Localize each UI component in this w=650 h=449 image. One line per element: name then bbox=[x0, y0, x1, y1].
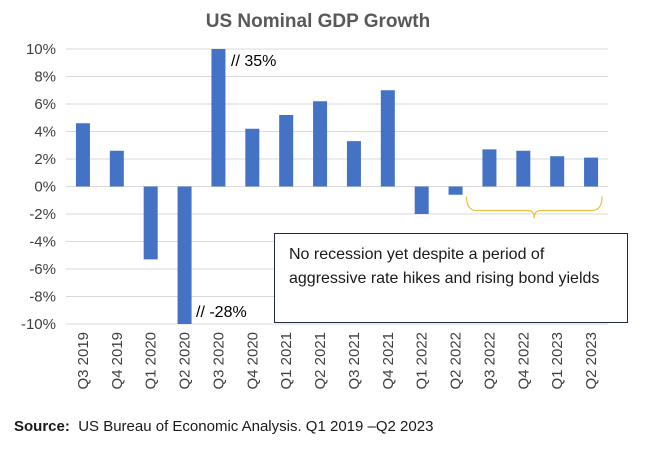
bar bbox=[75, 123, 90, 187]
bar bbox=[143, 186, 158, 260]
x-tick-label: Q4 2020 bbox=[244, 332, 261, 390]
source-text: US Bureau of Economic Analysis. Q1 2019 … bbox=[78, 418, 434, 435]
x-tick-label: Q1 2023 bbox=[549, 332, 566, 390]
y-tick-label: -4% bbox=[29, 234, 56, 251]
bar bbox=[380, 90, 395, 187]
bar bbox=[448, 186, 463, 195]
y-tick-label: 2% bbox=[34, 151, 56, 168]
bar bbox=[584, 157, 599, 187]
bar bbox=[211, 49, 226, 187]
bar bbox=[414, 186, 429, 214]
x-tick-label: Q2 2021 bbox=[312, 332, 329, 390]
bar bbox=[516, 150, 531, 187]
annotation-low: // -28% bbox=[196, 304, 247, 321]
x-tick-label: Q1 2021 bbox=[278, 332, 295, 390]
bar bbox=[346, 141, 361, 187]
bar bbox=[245, 128, 260, 187]
annotation-high: // 35% bbox=[231, 53, 276, 70]
x-tick-label: Q4 2019 bbox=[109, 332, 126, 390]
source-label: Source: bbox=[14, 418, 70, 435]
x-tick-label: Q3 2022 bbox=[481, 332, 498, 390]
source-line: Source: US Bureau of Economic Analysis. … bbox=[14, 418, 433, 435]
y-tick-label: 10% bbox=[26, 41, 56, 58]
x-tick-label: Q3 2021 bbox=[346, 332, 363, 390]
bar bbox=[550, 156, 565, 187]
x-tick-label: Q3 2020 bbox=[210, 332, 227, 390]
x-tick-label: Q2 2020 bbox=[177, 332, 194, 390]
y-tick-label: -6% bbox=[29, 261, 56, 278]
y-tick-label: -8% bbox=[29, 289, 56, 306]
x-tick-label: Q4 2022 bbox=[515, 332, 532, 390]
x-tick-label: Q1 2020 bbox=[143, 332, 160, 390]
bar bbox=[279, 115, 294, 187]
y-tick-label: -10% bbox=[21, 316, 56, 333]
y-tick-label: 4% bbox=[34, 124, 56, 141]
x-tick-label: Q2 2022 bbox=[448, 332, 465, 390]
recent-quarters-bracket bbox=[465, 196, 603, 219]
x-axis-ticks: Q3 2019 Q4 2019 Q1 2020 Q2 2020 Q3 2020 Q4 20… bbox=[75, 332, 600, 390]
bar bbox=[109, 150, 124, 187]
y-axis-ticks: 10% 8% 6% 4% 2% 0% -2% -4% -6% -8% -10% bbox=[21, 41, 56, 333]
bar bbox=[482, 149, 497, 187]
bar bbox=[177, 186, 192, 324]
x-tick-label: Q2 2023 bbox=[583, 332, 600, 390]
y-tick-label: 0% bbox=[34, 179, 56, 196]
bar bbox=[313, 101, 328, 187]
x-tick-label: Q1 2022 bbox=[414, 332, 431, 390]
chart-title: US Nominal GDP Growth bbox=[206, 11, 431, 32]
x-tick-label: Q4 2021 bbox=[380, 332, 397, 390]
bars bbox=[75, 49, 599, 324]
y-tick-label: 8% bbox=[34, 69, 56, 86]
y-tick-label: -2% bbox=[29, 206, 56, 223]
annotation-note: No recession yet despite a period of agg… bbox=[274, 233, 628, 323]
x-tick-label: Q3 2019 bbox=[75, 332, 92, 390]
y-tick-label: 6% bbox=[34, 96, 56, 113]
